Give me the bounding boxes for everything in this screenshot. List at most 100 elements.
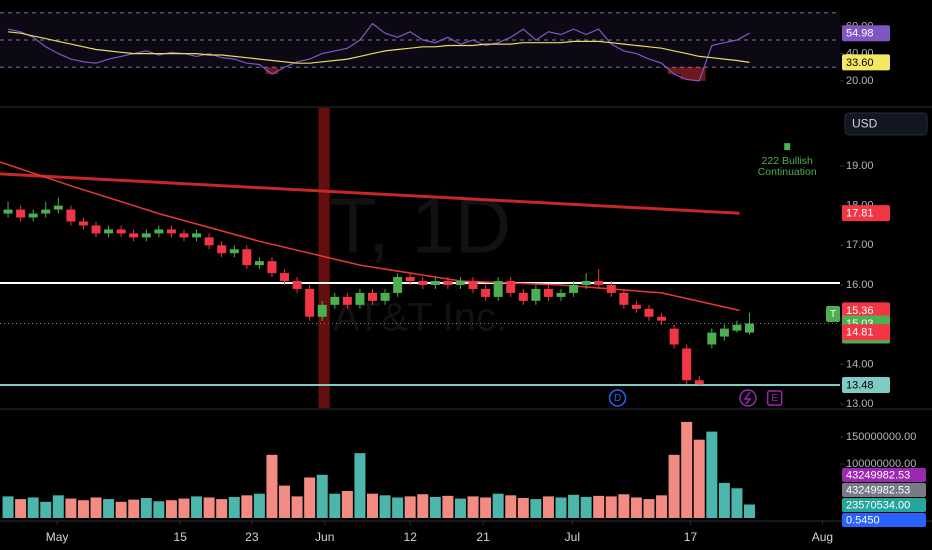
volume-bar [241, 495, 253, 518]
candle-body [455, 281, 465, 285]
x-tick-label: Aug [812, 530, 833, 544]
price-tag-label: 15.36 [846, 305, 874, 317]
candle-body [16, 209, 26, 218]
candle-body [355, 292, 365, 305]
y-tick-label: 17.00 [846, 239, 874, 251]
candle-body [166, 229, 176, 234]
event[interactable]: D [608, 389, 627, 407]
candle-body [116, 229, 126, 234]
candle-body [254, 261, 264, 266]
volume-bar [442, 495, 454, 518]
volume-bar [253, 493, 265, 518]
currency-button[interactable]: USD [844, 112, 928, 136]
price-tag-label: 54.98 [846, 28, 874, 40]
price-tag [842, 54, 890, 71]
candle-body [41, 209, 51, 214]
event-icon [608, 389, 627, 407]
volume-bar [454, 498, 466, 518]
volume-bar [681, 421, 693, 518]
candle-body [644, 308, 654, 317]
event-label: E [771, 393, 778, 404]
volume-bar [115, 501, 127, 518]
price-tag [842, 302, 890, 319]
candle-body [669, 328, 679, 345]
currency-label[interactable]: USD [852, 117, 878, 131]
volume-bar [618, 494, 630, 518]
value-tag [842, 498, 926, 512]
volume-bar [203, 497, 215, 518]
rsi-oversold [265, 67, 279, 75]
candle-body [179, 233, 189, 238]
y-tick-label: 150000000.00 [846, 431, 916, 443]
price-tag-label: 33.60 [846, 57, 874, 69]
candle-body [229, 249, 239, 254]
candle-body [707, 332, 717, 345]
rsi-line [7, 22, 750, 82]
candle-body [129, 233, 139, 238]
candle-body [443, 281, 453, 285]
event-icon[interactable] [739, 389, 757, 407]
volume-bar [467, 496, 479, 518]
volume-bar [366, 493, 378, 518]
candle-body [569, 284, 579, 293]
candle-body [267, 261, 277, 274]
volume-bar [492, 493, 504, 518]
volume-bar [656, 495, 668, 518]
event[interactable]: E [766, 390, 783, 406]
x-tick-label: Jul [565, 530, 580, 544]
volume-bar [354, 453, 366, 518]
volume-bar [153, 501, 165, 518]
volume-bar [643, 499, 655, 518]
volume-bar [103, 499, 115, 518]
volume-bar [341, 491, 353, 518]
price-tag [842, 25, 890, 42]
price-tag [842, 376, 890, 393]
volume-bar [316, 474, 328, 518]
moving-average [0, 172, 740, 215]
volume-bar [404, 496, 416, 518]
volume-bar [744, 504, 756, 518]
x-tick-label: 23 [245, 530, 259, 544]
candle-body [468, 281, 478, 289]
candle-body [418, 281, 428, 285]
volume-bar [580, 496, 592, 518]
candle-body [204, 237, 214, 246]
lightning-event[interactable] [739, 389, 757, 407]
volume-bar [128, 499, 140, 518]
annotation-text: 222 Bullish [762, 155, 814, 167]
candle-body [154, 229, 164, 234]
candle-body [518, 292, 528, 301]
candle-body [292, 281, 302, 289]
volume-bar [329, 493, 341, 518]
value-tag-label: 43249982.53 [846, 484, 910, 496]
candle-body [493, 281, 503, 297]
volume-bar [216, 499, 228, 518]
volume-bar [630, 497, 642, 518]
candle-body [481, 288, 491, 297]
y-tick-label: 19.00 [846, 160, 874, 172]
candle-body [694, 380, 704, 385]
candle-body [317, 304, 327, 317]
volume-bar [65, 498, 77, 518]
volume-bar [706, 431, 718, 518]
rsi-oversold [667, 67, 681, 75]
x-tick-label: May [46, 530, 69, 544]
volume-bar [291, 496, 303, 518]
price-tag [842, 205, 890, 222]
volume-bar [15, 499, 27, 518]
volume-bar [555, 497, 567, 518]
price-tag [842, 324, 890, 341]
currency-box[interactable] [844, 112, 928, 136]
volume-bar [505, 495, 517, 518]
candle-body [66, 209, 76, 222]
candle-body [28, 213, 38, 218]
value-tag-label: 0.5450 [846, 514, 880, 526]
annotation-text: Continuation [758, 166, 817, 178]
volume-bar [165, 500, 177, 518]
ticker-flag-letter: T [830, 309, 836, 320]
y-tick-label: 20.00 [846, 75, 874, 87]
x-tick-label: 15 [174, 530, 188, 544]
candle-body [581, 281, 591, 285]
highlight-band [318, 108, 330, 408]
volume-bar [379, 495, 391, 518]
